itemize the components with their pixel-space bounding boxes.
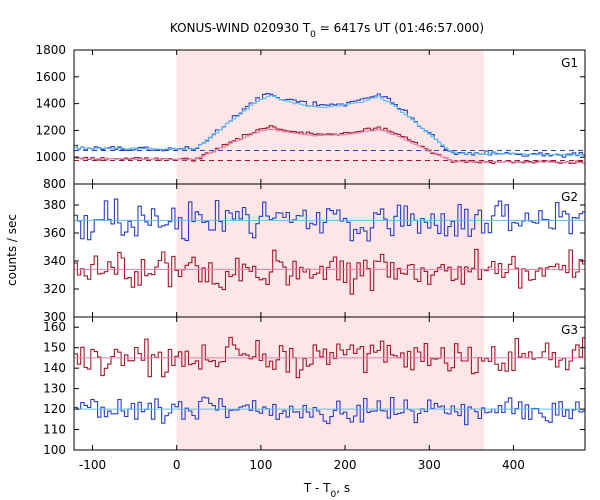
y-tick-label: 130 [43, 382, 66, 396]
highlight-interval [176, 317, 484, 450]
y-tick-label: 1800 [35, 43, 66, 57]
highlight-interval [176, 50, 484, 184]
y-tick-label: 150 [43, 341, 66, 355]
y-tick-label: 140 [43, 361, 66, 375]
series-blue-line [74, 198, 585, 242]
x-tick-label: 200 [334, 458, 357, 472]
series-pink-line [74, 128, 585, 164]
y-tick-label: 1000 [35, 150, 66, 164]
y-tick-label: 300 [43, 310, 66, 324]
y-tick-label: 340 [43, 254, 66, 268]
panel-g1: 800 1000 1200 1400 1600 1800 G1 [35, 43, 586, 191]
x-tick-label: 100 [249, 458, 272, 472]
series-red-line [74, 248, 585, 295]
y-tick-label: 320 [43, 282, 66, 296]
x-tick-label: 400 [502, 458, 525, 472]
x-axis-title: T - T0, s [303, 481, 350, 500]
y-tick-label: 380 [43, 198, 66, 212]
panels-group: 80010001200140016001800G1300320340360380… [35, 43, 586, 472]
panel-label: G1 [561, 56, 578, 70]
series-blue-line [74, 396, 585, 426]
panel-frame [73, 316, 586, 451]
series-group [74, 336, 585, 426]
x-tick-label: 0 [173, 458, 181, 472]
y-tick-label: 1200 [35, 123, 66, 137]
highlight-interval [176, 184, 484, 317]
series-group [74, 93, 585, 165]
y-tick-label: 110 [43, 423, 66, 437]
panel-g2: 300 320 340 360 380 G2 [43, 183, 586, 324]
y-axis-title: counts / sec [5, 214, 19, 286]
series-group [74, 198, 585, 295]
y-tick-label: 1400 [35, 97, 66, 111]
y-tick-label: 100 [43, 443, 66, 457]
y-tick-label: 160 [43, 320, 66, 334]
y-tick-label: 800 [43, 177, 66, 191]
x-tick-label: -100 [79, 458, 106, 472]
series-light_blue-line [74, 95, 585, 157]
panel-label: G2 [561, 190, 578, 204]
series-red-line [74, 336, 585, 379]
y-tick-label: 360 [43, 226, 66, 240]
x-tick-label: 300 [418, 458, 441, 472]
panel-g3: 100 110 120 130 140 150 160 G3 [43, 316, 586, 457]
panel-label: G3 [561, 323, 578, 337]
chart-title: KONUS-WIND 020930 T0 = 6417s UT (01:46:5… [170, 21, 484, 40]
y-tick-label: 1600 [35, 70, 66, 84]
y-tick-label: 120 [43, 402, 66, 416]
